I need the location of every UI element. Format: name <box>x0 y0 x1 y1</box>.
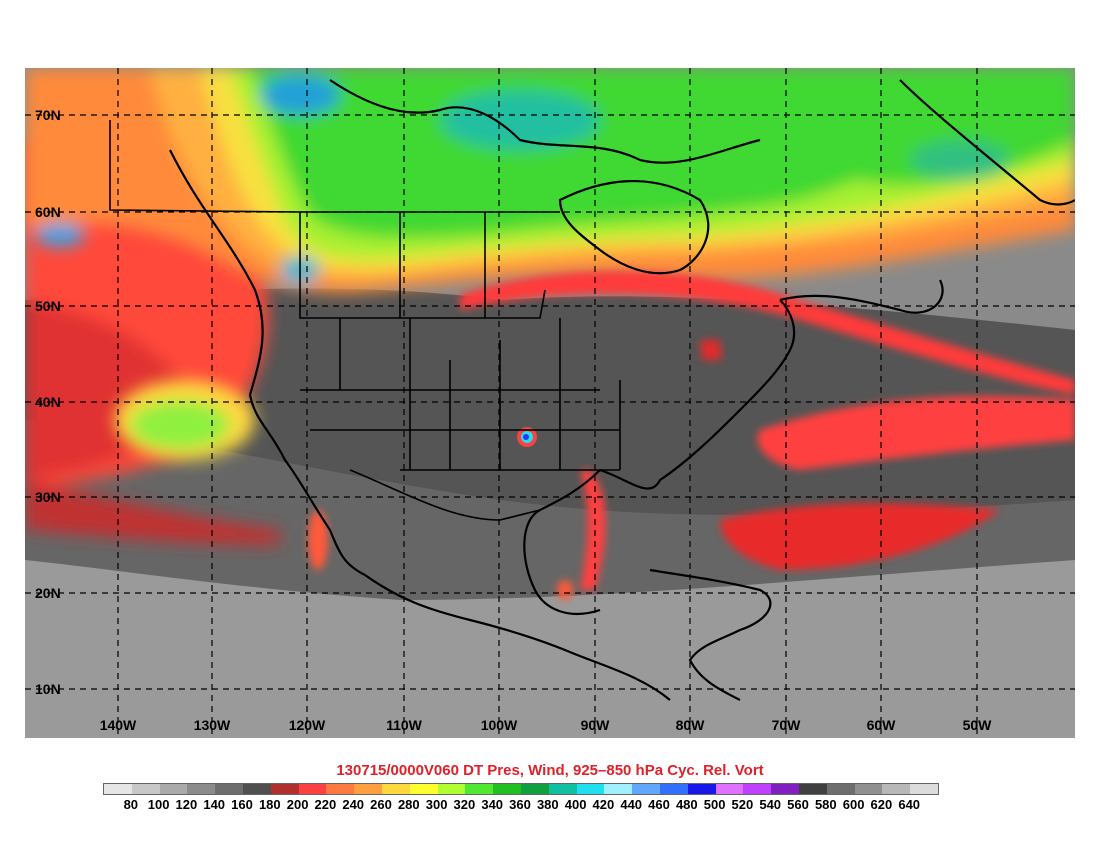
map-title: 130715/0000V060 DT Pres, Wind, 925–850 h… <box>336 762 764 779</box>
colorbar-label: 520 <box>731 797 754 812</box>
longitude-label: 70W <box>772 717 802 733</box>
colorbar-label: 380 <box>536 797 559 812</box>
colorbar-label: 460 <box>648 797 670 812</box>
colorbar-label: 300 <box>425 797 448 812</box>
colorbar-swatch <box>715 784 744 794</box>
longitude-label: 110W <box>386 717 423 733</box>
latitude-labels: 70N 60N 50N 40N 30N 20N 10N <box>35 107 61 697</box>
colorbar-swatch <box>743 784 772 794</box>
colorbar-label: 240 <box>342 797 365 812</box>
colorbar-swatch <box>771 784 799 794</box>
colorbar-label: 180 <box>258 797 281 812</box>
colorbar-swatch <box>854 784 883 794</box>
map-field <box>25 68 1075 738</box>
colorbar-label: 320 <box>453 797 476 812</box>
longitude-label: 50W <box>963 717 993 733</box>
colorbar-label: 600 <box>842 797 865 812</box>
colorbar-label: 500 <box>703 797 726 812</box>
colorbar-swatch <box>548 784 577 794</box>
colorbar-swatch <box>187 784 216 794</box>
colorbar-swatch <box>798 784 827 794</box>
colorbar-swatch <box>381 784 410 794</box>
colorbar-swatch <box>687 784 716 794</box>
colorbar-swatch <box>326 784 355 794</box>
latitude-label: 30N <box>35 489 61 505</box>
colorbar-label: 220 <box>314 797 337 812</box>
latitude-label: 40N <box>35 394 61 410</box>
colorbar-label: 280 <box>397 797 420 812</box>
graticule <box>25 68 1075 738</box>
longitude-label: 120W <box>289 717 326 733</box>
colorbar-label: 640 <box>898 797 921 812</box>
colorbar-label: 260 <box>370 797 392 812</box>
colorbar-label: 200 <box>286 797 309 812</box>
longitude-labels: 140W 130W 120W 110W 100W 90W 80W 70W 60W 50W <box>100 717 992 733</box>
colorbar-swatch <box>882 784 911 794</box>
colorbar-swatch <box>270 784 299 794</box>
colorbar-swatch <box>910 784 938 794</box>
colorbar-label: 340 <box>481 797 504 812</box>
colorbar-swatch <box>465 784 494 794</box>
longitude-label: 60W <box>867 717 897 733</box>
latitude-label: 10N <box>35 681 61 697</box>
coastlines <box>169 79 1075 701</box>
colorbar-labels: 80 100 120 140 160 180 200 220 240 260 280 300 320 34… <box>0 797 1100 815</box>
colorbar-label: 440 <box>620 797 643 812</box>
colorbar-swatch <box>354 784 382 794</box>
colorbar-swatch <box>131 784 160 794</box>
colorbar-label: 540 <box>759 797 782 812</box>
longitude-label: 140W <box>100 717 137 733</box>
longitude-label: 80W <box>676 717 706 733</box>
colorbar-label: 560 <box>787 797 809 812</box>
colorbar-swatch <box>159 784 188 794</box>
political-borders <box>109 120 621 521</box>
colorbar-swatch <box>242 784 271 794</box>
colorbar-label: 100 <box>147 797 170 812</box>
latitude-label: 50N <box>35 298 61 314</box>
latitude-label: 20N <box>35 585 61 601</box>
colorbar-swatch <box>215 784 243 794</box>
colorbar-label: 480 <box>675 797 698 812</box>
longitude-label: 130W <box>194 717 231 733</box>
colorbar-label: 120 <box>175 797 198 812</box>
colorbar-label: 160 <box>231 797 253 812</box>
weather-map: 70N 60N 50N 40N 30N 20N 10N 140W 130W 120W 110W 10… <box>25 68 1075 738</box>
colorbar-label: 620 <box>870 797 893 812</box>
colorbar-swatch <box>298 784 327 794</box>
colorbar <box>103 783 939 795</box>
colorbar-swatch <box>493 784 521 794</box>
colorbar-label: 400 <box>564 797 587 812</box>
colorbar-label: 420 <box>592 797 615 812</box>
colorbar-swatch <box>826 784 855 794</box>
colorbar-swatch <box>520 784 549 794</box>
colorbar-swatch <box>632 784 660 794</box>
longitude-label: 100W <box>481 717 518 733</box>
colorbar-swatch <box>437 784 466 794</box>
colorbar-swatch <box>604 784 633 794</box>
colorbar-swatch <box>409 784 438 794</box>
colorbar-label: 360 <box>509 797 531 812</box>
colorbar-swatch <box>576 784 605 794</box>
colorbar-swatch <box>104 784 132 794</box>
latitude-label: 70N <box>35 107 61 123</box>
latitude-label: 60N <box>35 204 61 220</box>
colorbar-label: 580 <box>814 797 837 812</box>
colorbar-label: 140 <box>203 797 226 812</box>
colorbar-label: 80 <box>123 797 139 812</box>
colorbar-swatch <box>659 784 688 794</box>
longitude-label: 90W <box>581 717 611 733</box>
